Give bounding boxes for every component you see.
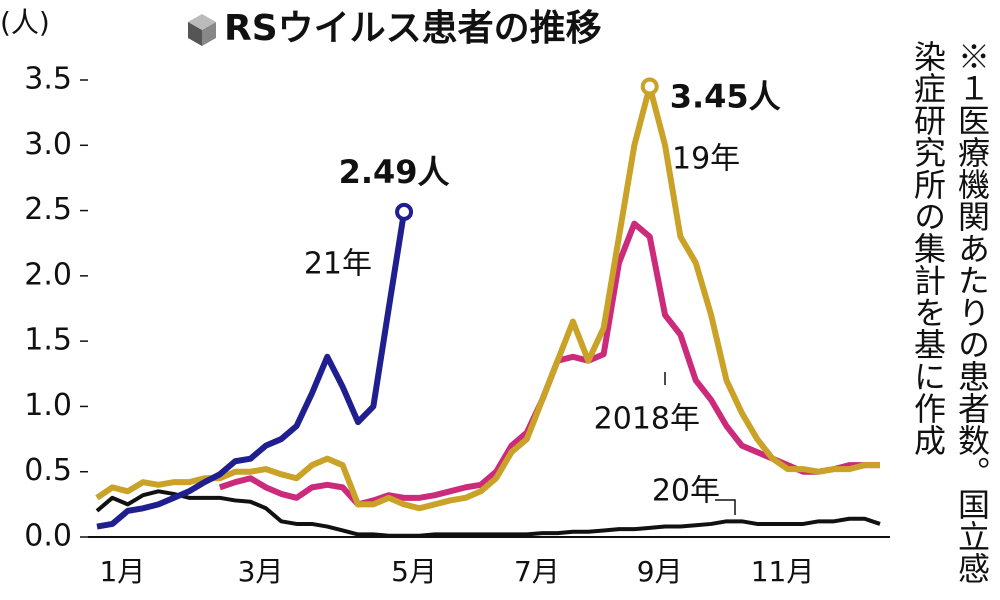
y-tick-label: 2.5 xyxy=(24,192,72,227)
leader xyxy=(664,372,736,515)
series-label: 19年 xyxy=(672,142,740,177)
x-tick-label: 7月 xyxy=(514,555,560,588)
y-tick-label: 0.0 xyxy=(24,519,72,554)
peak-marker xyxy=(640,77,659,96)
x-tick-label: 9月 xyxy=(637,555,683,588)
x-tick-label: 5月 xyxy=(391,555,437,588)
y-unit: (人) xyxy=(0,6,50,39)
y-tick-label: 3.5 xyxy=(24,62,72,97)
y-tick-label: 2.0 xyxy=(24,257,72,292)
series-line xyxy=(95,83,880,512)
value-label: 2.49人 xyxy=(339,153,450,191)
y-tick-label: 1.0 xyxy=(24,388,72,423)
note: ※１医療機関あたりの患者数。国立感染症研究所の集計を基に作成 xyxy=(909,40,991,584)
x-tick-label: 1月 xyxy=(99,555,145,588)
series-label: 2018年 xyxy=(594,402,700,437)
peak-marker xyxy=(395,202,414,221)
value-label: 3.45人 xyxy=(670,78,781,116)
chart-title: RSウイルス患者の推移 xyxy=(224,8,602,49)
y-tick-label: 1.5 xyxy=(24,323,72,358)
series-label: 20年 xyxy=(652,474,720,509)
series-line xyxy=(96,211,408,530)
series-label: 21年 xyxy=(304,247,372,282)
x-tick-label: 11月 xyxy=(751,555,815,588)
title-icon xyxy=(188,14,216,46)
y-tick-label: 3.0 xyxy=(24,127,72,162)
y-tick-label: 0.5 xyxy=(24,453,72,488)
x-tick-label: 3月 xyxy=(238,555,284,588)
series-line xyxy=(95,489,881,538)
